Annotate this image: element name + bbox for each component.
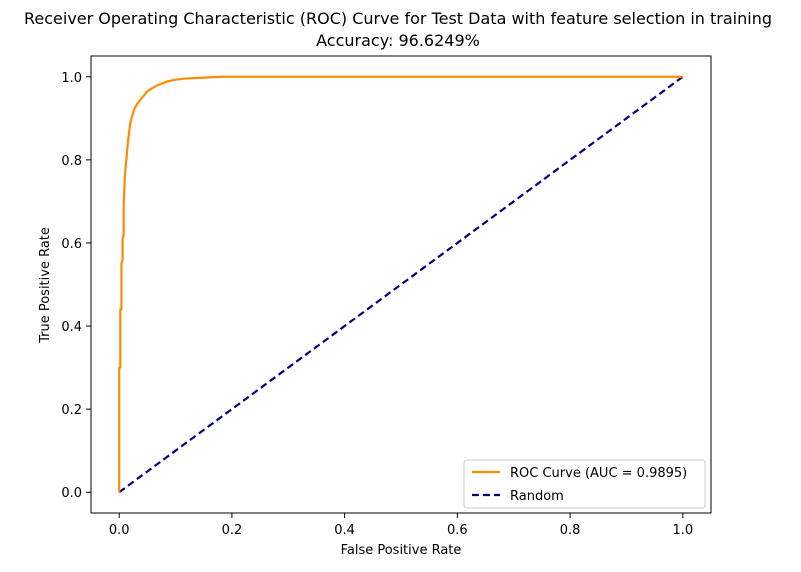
x-tick-label: 1.0	[672, 523, 693, 538]
y-tick-label: 0.2	[61, 403, 82, 418]
y-tick-label: 0.8	[61, 154, 82, 169]
x-tick-label: 0.4	[334, 523, 355, 538]
x-axis: 0.0 0.2 0.4 0.6 0.8 1.0	[109, 513, 693, 538]
y-tick-label: 0.4	[61, 320, 82, 335]
y-tick-label: 0.0	[61, 486, 82, 501]
random-baseline-line	[118, 75, 684, 494]
y-axis: 0.0 0.2 0.4 0.6 0.8 1.0	[61, 71, 91, 501]
y-tick-label: 0.6	[61, 237, 82, 252]
series-layer	[118, 75, 684, 494]
y-tick-label: 1.0	[61, 71, 82, 86]
chart-title: Receiver Operating Characteristic (ROC) …	[24, 9, 772, 28]
x-tick-label: 0.0	[109, 523, 130, 538]
chart-subtitle: Accuracy: 96.6249%	[316, 31, 480, 50]
x-tick-label: 0.6	[447, 523, 468, 538]
legend-label-random: Random	[510, 489, 564, 504]
legend: ROC Curve (AUC = 0.9895) Random	[463, 459, 706, 509]
x-tick-label: 0.8	[560, 523, 581, 538]
x-axis-label: False Positive Rate	[341, 543, 462, 558]
y-axis-label: True Positive Rate	[38, 227, 53, 344]
legend-box	[463, 459, 706, 509]
legend-label-roc: ROC Curve (AUC = 0.9895)	[510, 466, 687, 481]
roc-curve-line	[118, 75, 683, 493]
x-tick-label: 0.2	[222, 523, 243, 538]
